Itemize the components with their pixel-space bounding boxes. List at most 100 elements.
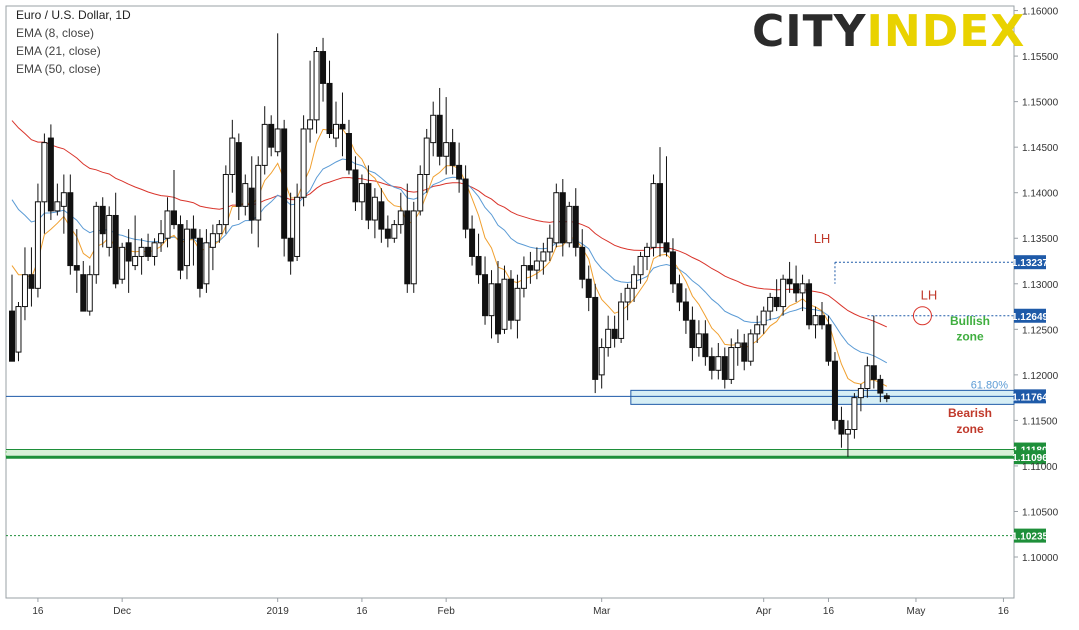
- candle: [514, 274, 521, 339]
- x-tick-label: Dec: [113, 606, 131, 617]
- y-tick-label: 1.13500: [1022, 234, 1059, 245]
- candle-body-bear: [689, 319, 696, 349]
- candle-body-bear: [579, 246, 586, 280]
- candle-body-bear: [456, 164, 463, 180]
- candle-body-bear: [877, 378, 884, 394]
- y-tick-label: 1.12500: [1022, 325, 1059, 336]
- candle-body-bear: [436, 114, 443, 157]
- candle: [572, 188, 579, 257]
- candle-body-bull: [397, 210, 404, 226]
- candle: [585, 265, 592, 312]
- candle-body-bear: [585, 278, 592, 298]
- candle-body-bull: [86, 274, 93, 312]
- candle-body-bear: [177, 224, 184, 271]
- level-label-box: [1014, 389, 1046, 404]
- city-index-logo: CITYINDEX: [752, 4, 1025, 60]
- candle-body-bull: [488, 283, 495, 317]
- level-label: 1.13237: [1012, 258, 1049, 269]
- candle-body-bear: [702, 333, 709, 358]
- candle: [657, 147, 663, 257]
- candle-body-bear: [495, 283, 501, 335]
- candle-body-bear: [67, 192, 74, 267]
- candle: [443, 97, 450, 175]
- candle-body-bear: [326, 82, 333, 135]
- candle: [650, 174, 657, 257]
- candle-body-bull: [164, 210, 171, 239]
- candle: [417, 165, 424, 216]
- candle-body-bull: [553, 192, 560, 244]
- candle-body-bear: [819, 315, 825, 326]
- candle: [119, 242, 126, 284]
- candle-body-bear: [339, 123, 346, 130]
- candle-body-bear: [190, 228, 197, 239]
- candle-body-bear: [507, 278, 514, 321]
- candle: [546, 224, 553, 262]
- candle-body-bull: [754, 324, 761, 335]
- bullish-zone-label-2: zone: [956, 329, 984, 343]
- candle-body-bear: [793, 283, 800, 294]
- candle-body-bull: [637, 255, 644, 276]
- candle: [780, 274, 787, 316]
- y-tick-label: 1.12000: [1022, 371, 1059, 382]
- candle-body-bull: [93, 205, 100, 276]
- candle: [482, 256, 489, 325]
- candle-body-bull: [780, 278, 787, 308]
- y-tick-label: 1.13000: [1022, 280, 1059, 291]
- level-label-box: [1014, 528, 1046, 543]
- candle-body-bear: [384, 228, 391, 239]
- candle: [255, 156, 262, 248]
- candle-body-bull: [34, 201, 41, 289]
- candle: [870, 315, 877, 389]
- candle-body-bear: [883, 395, 890, 400]
- candle: [34, 183, 41, 298]
- candle-body-bull: [734, 342, 741, 349]
- candle: [410, 201, 417, 293]
- candle-body-bear: [28, 274, 35, 289]
- candle-body-bull: [747, 333, 754, 362]
- candle: [844, 420, 851, 457]
- candle: [488, 270, 495, 339]
- candle: [93, 201, 100, 284]
- candle: [644, 242, 651, 271]
- candle: [806, 279, 813, 330]
- candle-body-bull: [222, 173, 229, 226]
- candle-body-bull: [313, 51, 320, 121]
- candle-body-bear: [870, 365, 877, 380]
- candle-body-bear: [404, 210, 411, 285]
- candle: [248, 156, 255, 234]
- candle-body-bull: [514, 287, 521, 321]
- candle: [209, 224, 216, 271]
- candle-body-bull: [566, 205, 573, 244]
- candle-body-bull: [799, 283, 806, 294]
- candle: [60, 174, 67, 234]
- candle: [242, 174, 249, 216]
- plot-border: [5, 5, 1015, 599]
- candle-body-bear: [345, 133, 352, 171]
- candle: [397, 192, 404, 234]
- candle: [838, 406, 845, 448]
- candle: [786, 261, 793, 293]
- x-tick-label: May: [907, 606, 926, 617]
- candle: [404, 183, 411, 293]
- x-tick-label: Feb: [438, 606, 456, 617]
- x-tick-label: 16: [823, 606, 835, 617]
- candle: [15, 302, 22, 362]
- candle-body-bear: [786, 278, 793, 285]
- lh-label-2: LH: [921, 287, 938, 302]
- candle: [274, 33, 281, 157]
- candle: [54, 183, 61, 216]
- candle-body-bull: [715, 356, 722, 371]
- candle: [663, 156, 670, 257]
- candle-body-bull: [624, 287, 631, 303]
- candle-body-bull: [371, 196, 378, 221]
- candle-body-bull: [132, 255, 139, 267]
- candle: [294, 183, 301, 262]
- candle: [378, 188, 385, 243]
- candle: [177, 215, 184, 280]
- candle-body-bull: [644, 246, 651, 257]
- candle: [164, 197, 171, 248]
- candle-body-bear: [268, 123, 275, 148]
- candle: [831, 352, 838, 430]
- candle: [857, 383, 864, 412]
